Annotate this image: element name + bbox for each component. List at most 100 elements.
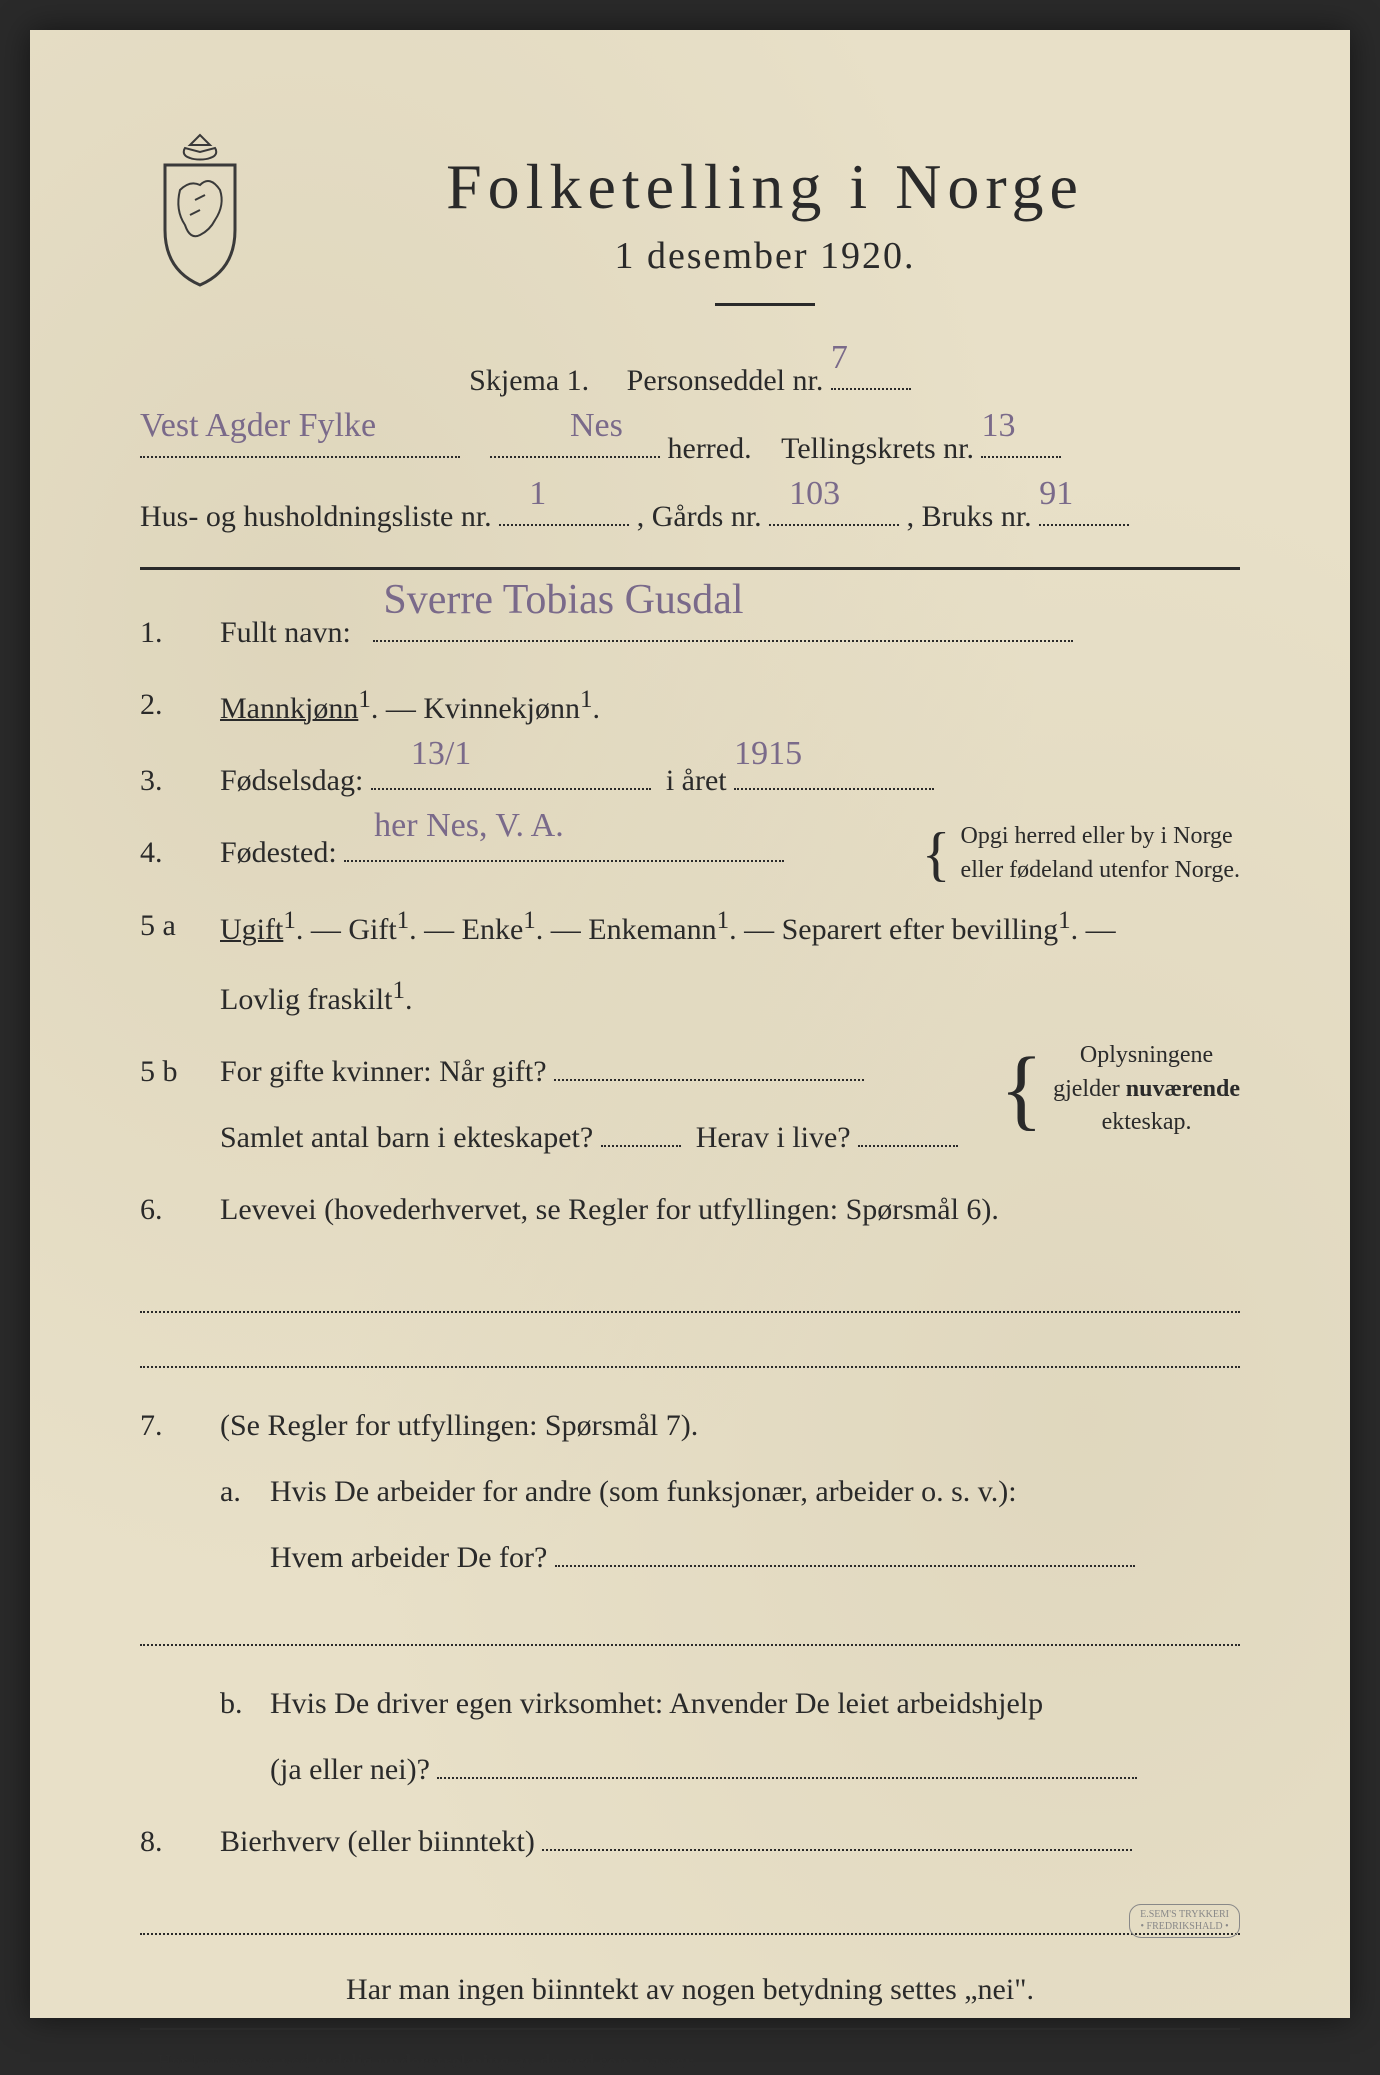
herred-label: herred. [668, 432, 752, 465]
q4-side-note: Opgi herred eller by i Norge eller fødel… [961, 820, 1240, 887]
q6-answer-line-1 [140, 1283, 1240, 1313]
hus-value: 1 [529, 460, 546, 528]
hus-line: Hus- og husholdningsliste nr. 1 , Gårds … [140, 487, 1240, 547]
q4-label: Fødested: [220, 836, 337, 869]
title-block: Folketelling i Norge 1 desember 1920. [290, 130, 1240, 336]
q7-num: 7. [140, 1393, 190, 1591]
q7-intro: (Se Regler for utfyllingen: Spørsmål 7). [220, 1393, 1240, 1459]
printer-stamp: E.SEM'S TRYKKERI • FREDRIKSHALD • [1129, 1904, 1240, 1938]
q5a-enke: Enke [462, 913, 524, 946]
q1-value: Sverre Tobias Gusdal [383, 554, 743, 646]
bruks-field: 91 [1039, 524, 1129, 526]
q6-content: Levevei (hovederhvervet, se Regler for u… [220, 1177, 1240, 1243]
q3-year-value: 1915 [734, 717, 802, 792]
brace-icon: { [922, 830, 951, 878]
q8-num: 8. [140, 1809, 190, 1875]
shield-svg [140, 130, 260, 290]
q7a-text1: Hvis De arbeider for andre (som funksjon… [270, 1459, 1240, 1525]
q5b-line1-label: For gifte kvinner: Når gift? [220, 1055, 547, 1088]
q7a: a. Hvis De arbeider for andre (som funks… [220, 1459, 1240, 1591]
main-title: Folketelling i Norge [290, 150, 1240, 224]
q5b-left: For gifte kvinner: Når gift? Samlet anta… [220, 1039, 980, 1171]
q2-num: 2. [140, 672, 190, 742]
q3-day-value: 13/1 [411, 717, 471, 792]
q5b-line2-label1: Samlet antal barn i ekteskapet? [220, 1121, 593, 1154]
q5b-side-note: Oplysningene gjelder nuværende ekteskap. [1053, 1039, 1240, 1140]
q4-side-note-group: { Opgi herred eller by i Norge eller fød… [922, 820, 1240, 887]
gards-field: 103 [769, 524, 899, 526]
footer-note: Har man ingen biinntekt av nogen betydni… [140, 1960, 1240, 2020]
coat-of-arms-icon [140, 130, 260, 290]
q7a-field [555, 1565, 1135, 1567]
q5a-gift: Gift [348, 913, 396, 946]
tellingskrets-field: 13 [981, 456, 1061, 458]
q5a-num: 5 a [140, 893, 190, 1033]
q8-answer-line [140, 1905, 1240, 1935]
fylke-value: Vest Agder Fylke [140, 392, 376, 460]
q5b-live-field [858, 1145, 958, 1147]
personseddel-label: Personseddel nr. [627, 364, 824, 397]
q5b-content: For gifte kvinner: Når gift? Samlet anta… [220, 1039, 1240, 1171]
q1-label: Fullt navn: [220, 616, 351, 649]
footnote: 1 Her kan svares ved tydelig understrekn… [140, 2050, 1240, 2075]
q8-content: Bierhverv (eller biinntekt) [220, 1809, 1240, 1875]
q4-field: her Nes, V. A. [344, 860, 784, 862]
bruks-label: , Bruks nr. [907, 500, 1032, 533]
q7b-content: b. Hvis De driver egen virksomhet: Anven… [220, 1671, 1240, 1803]
question-4: 4. Fødested: her Nes, V. A. { Opgi herre… [140, 820, 1240, 887]
q3-num: 3. [140, 748, 190, 814]
subtitle: 1 desember 1920. [290, 234, 1240, 278]
q7b: b. Hvis De driver egen virksomhet: Anven… [220, 1671, 1240, 1803]
fylke-field: Vest Agder Fylke [140, 456, 460, 458]
q6-answer-line-2 [140, 1338, 1240, 1368]
herred-line: Vest Agder Fylke Nes herred. Tellingskre… [140, 419, 1240, 479]
question-7b-wrap: b. Hvis De driver egen virksomhet: Anven… [140, 1671, 1240, 1803]
q1-num: 1. [140, 600, 190, 666]
q7b-text1: Hvis De driver egen virksomhet: Anvender… [270, 1671, 1240, 1737]
q8-field [542, 1849, 1132, 1851]
q5b-naar-gift-field [554, 1079, 864, 1081]
hus-field: 1 [499, 524, 629, 526]
q7a-text2: Hvem arbeider De for? [270, 1541, 547, 1574]
q7a-letter: a. [220, 1459, 250, 1591]
herred-value: Nes [570, 392, 623, 460]
question-6: 6. Levevei (hovederhvervet, se Regler fo… [140, 1177, 1240, 1243]
bruks-value: 91 [1039, 460, 1073, 528]
q5b-line2-label2: Herav i live? [696, 1121, 851, 1154]
q1-field: Sverre Tobias Gusdal [373, 640, 1073, 642]
q5b-num: 5 b [140, 1039, 190, 1171]
q7b-text2: (ja eller nei)? [270, 1753, 430, 1786]
q4-value: her Nes, V. A. [374, 789, 564, 864]
question-5b: 5 b For gifte kvinner: Når gift? Samlet … [140, 1039, 1240, 1171]
q3-content: Fødselsdag: 13/1 i året 1915 [220, 748, 1240, 814]
q1-content: Fullt navn: Sverre Tobias Gusdal [220, 600, 1240, 666]
q7a-answer-line [140, 1616, 1240, 1646]
question-2: 2. Mannkjønn1. — Kvinnekjønn1. [140, 672, 1240, 742]
q6-num: 6. [140, 1177, 190, 1243]
q5a-content: Ugift1. — Gift1. — Enke1. — Enkemann1. —… [220, 893, 1240, 1033]
herred-field: Nes [490, 456, 660, 458]
question-7: 7. (Se Regler for utfyllingen: Spørsmål … [140, 1393, 1240, 1591]
header-row: Folketelling i Norge 1 desember 1920. [140, 130, 1240, 336]
personseddel-field: 7 [831, 388, 911, 390]
gards-label: , Gårds nr. [637, 500, 762, 533]
q4-num: 4. [140, 820, 190, 887]
question-3: 3. Fødselsdag: 13/1 i året 1915 [140, 748, 1240, 814]
q3-year-field: 1915 [734, 788, 934, 790]
question-8: 8. Bierhverv (eller biinntekt) [140, 1809, 1240, 1875]
q5a-enkemann: Enkemann [588, 913, 716, 946]
title-divider [715, 303, 815, 306]
question-5a: 5 a Ugift1. — Gift1. — Enke1. — Enkemann… [140, 893, 1240, 1033]
personseddel-value: 7 [831, 324, 848, 392]
census-form-document: Folketelling i Norge 1 desember 1920. Sk… [30, 30, 1350, 2018]
q5a-separert: Separert efter bevilling [782, 913, 1059, 946]
q7b-letter: b. [220, 1671, 250, 1803]
brace-icon: { [1000, 1054, 1043, 1126]
q2-content: Mannkjønn1. — Kvinnekjønn1. [220, 672, 1240, 742]
q2-mannkjonn: Mannkjønn [220, 692, 358, 725]
q5a-fraskilt: Lovlig fraskilt [220, 983, 392, 1016]
q5b-side-note-group: { Oplysningene gjelder nuværende ekteska… [1000, 1039, 1240, 1140]
hus-label: Hus- og husholdningsliste nr. [140, 500, 492, 533]
q7b-field [437, 1777, 1137, 1779]
q3-year-label: i året [666, 764, 727, 797]
